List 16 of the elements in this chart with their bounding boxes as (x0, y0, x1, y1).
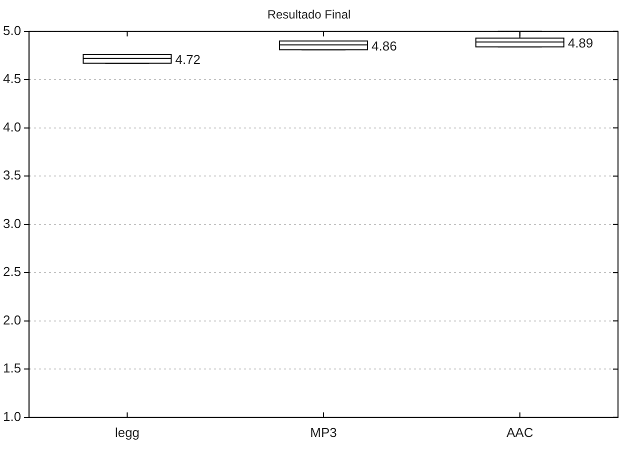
y-tick-label: 3.5 (2, 168, 22, 183)
y-tick-label: 4.5 (2, 71, 22, 86)
y-tick-label: 4.0 (2, 119, 22, 134)
y-tick-label: 5.0 (2, 22, 22, 38)
text: 4.72 (175, 52, 201, 67)
x-tick-label: MP3 (310, 424, 337, 440)
text: 4.89 (568, 36, 594, 51)
x-tick-label: legg (114, 424, 140, 440)
y-tick-label: 1.0 (2, 408, 22, 424)
y-tick-label: 2.5 (2, 264, 22, 280)
y-tick-label: 1.5 (2, 360, 22, 376)
text: 4.86 (372, 38, 397, 54)
x-tick-label: AAC (506, 424, 534, 440)
y-tick-label: 3.0 (2, 216, 22, 231)
chart-title: Resultado Final (267, 8, 351, 22)
y-tick-label: 2.0 (2, 312, 22, 328)
